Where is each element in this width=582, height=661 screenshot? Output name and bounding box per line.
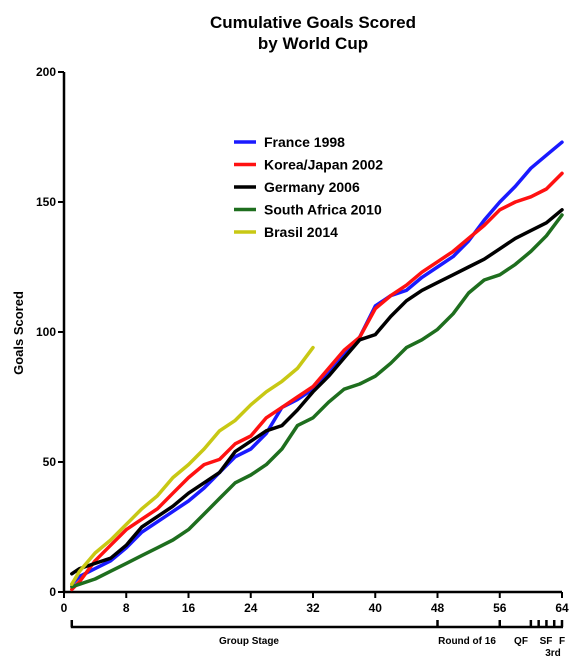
- x-tick-label: 48: [431, 601, 445, 615]
- series-line-brasil-2014: [70, 345, 315, 586]
- x-tick-label: 24: [244, 601, 258, 615]
- y-tick-label: 150: [36, 195, 56, 209]
- stage-label-3rd: 3rd: [545, 648, 561, 659]
- series-line-france-1998: [70, 140, 564, 586]
- y-tick-label: 100: [36, 325, 56, 339]
- x-tick-label: 32: [306, 601, 320, 615]
- y-tick-label: 50: [43, 455, 57, 469]
- legend-label: France 1998: [264, 134, 345, 150]
- stage-label-sf: SF: [540, 636, 553, 647]
- stage-label-qf: QF: [514, 636, 528, 647]
- legend-label: South Africa 2010: [264, 202, 382, 218]
- stage-label-f: F: [559, 636, 565, 647]
- chart-title-line-2: by World Cup: [258, 34, 368, 53]
- series-line-south-africa-2010: [70, 213, 564, 589]
- y-axis-title: Goals Scored: [11, 291, 26, 375]
- x-tick-label: 64: [555, 601, 569, 615]
- y-tick-label: 200: [36, 65, 56, 79]
- legend-label: Germany 2006: [264, 179, 360, 195]
- x-tick-label: 40: [369, 601, 383, 615]
- x-tick-label: 16: [182, 601, 196, 615]
- axes: 0 50 100 150 200 0 8 16 24 32 40 48 56 64: [36, 65, 569, 615]
- legend-label: Korea/Japan 2002: [264, 157, 383, 173]
- series-lines: [70, 140, 564, 592]
- stage-label-group-stage: Group Stage: [219, 636, 279, 647]
- y-tick-label: 0: [49, 585, 56, 599]
- stage-label-round-of-16: Round of 16: [438, 636, 496, 647]
- legend: France 1998 Korea/Japan 2002 Germany 2006 S…: [234, 134, 383, 240]
- x-tick-label: 8: [123, 601, 130, 615]
- x-tick-label: 56: [493, 601, 507, 615]
- x-tick-label: 0: [61, 601, 68, 615]
- series-line-germany-2006: [70, 208, 564, 576]
- chart-title-line-1: Cumulative Goals Scored: [210, 13, 416, 32]
- series-line-korea-japan-2002: [70, 171, 564, 592]
- legend-label: Brasil 2014: [264, 224, 338, 240]
